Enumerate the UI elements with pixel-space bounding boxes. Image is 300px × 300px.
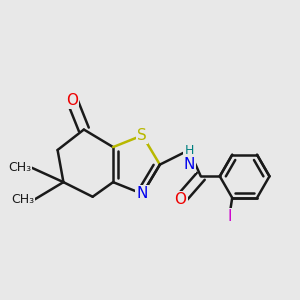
Text: CH₃: CH₃ xyxy=(8,161,31,174)
Text: O: O xyxy=(66,93,78,108)
Text: CH₃: CH₃ xyxy=(11,193,34,206)
Text: N: N xyxy=(183,157,195,172)
Text: S: S xyxy=(137,128,147,143)
Text: H: H xyxy=(184,143,194,157)
Text: I: I xyxy=(227,209,232,224)
Text: O: O xyxy=(174,192,186,207)
Text: N: N xyxy=(136,186,148,201)
